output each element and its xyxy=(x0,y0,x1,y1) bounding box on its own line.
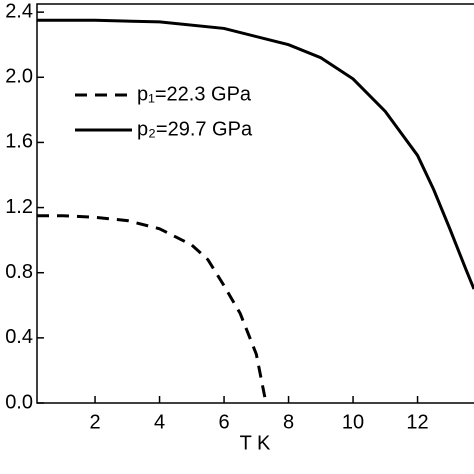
y-tick-label: 2.4 xyxy=(5,0,33,22)
y-tick-label: 0.8 xyxy=(5,261,33,283)
plot-frame xyxy=(36,3,474,404)
x-tick-label: 6 xyxy=(218,411,229,433)
y-tick-label: 0.4 xyxy=(5,326,33,348)
y-tick-label: 0.0 xyxy=(5,391,33,413)
x-tick-label: 12 xyxy=(406,411,428,433)
x-tick-label: 2 xyxy=(89,411,100,433)
series-line xyxy=(37,214,268,404)
y-tick-label: 1.6 xyxy=(5,131,33,153)
series-line xyxy=(37,18,474,290)
x-tick-label: 10 xyxy=(342,411,364,433)
y-tick-label: 1.2 xyxy=(5,196,33,218)
legend-label: p₁=22.3 GPa xyxy=(137,83,252,105)
x-tick-label: 8 xyxy=(283,411,294,433)
x-axis-label: T K xyxy=(240,432,271,454)
y-tick-label: 2.0 xyxy=(5,66,33,88)
x-tick-label: 4 xyxy=(154,411,165,433)
legend-label: p₂=29.7 GPa xyxy=(137,118,253,140)
